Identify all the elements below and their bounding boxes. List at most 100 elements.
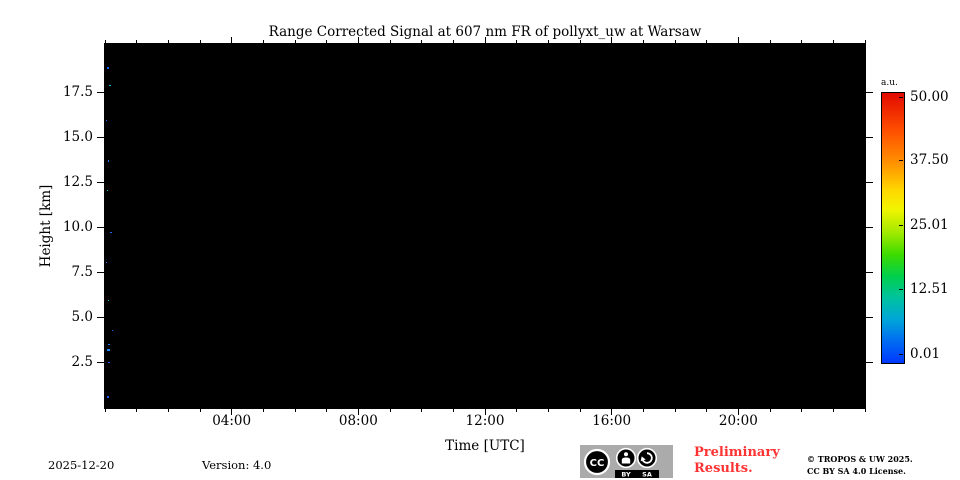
x-tick-label: 08:00: [338, 413, 378, 429]
x-tick-top: [389, 40, 391, 44]
x-tick-top: [262, 40, 264, 44]
x-tick-top: [199, 40, 201, 44]
colorbar-tick-label: 37.50: [910, 151, 949, 168]
chart-title: Range Corrected Signal at 607 nm FR of p…: [268, 24, 702, 40]
colorbar: [881, 92, 905, 364]
y-tick-label: 12.5: [62, 174, 93, 191]
x-tick-top: [357, 37, 359, 44]
x-tick: [421, 408, 423, 412]
x-tick-top: [611, 37, 613, 44]
x-tick-top: [737, 37, 739, 44]
colorbar-tick: [899, 96, 903, 98]
y-tick-right: [866, 317, 873, 319]
x-tick: [357, 408, 359, 415]
x-tick-top: [706, 40, 708, 44]
x-tick-top: [326, 40, 328, 44]
x-tick-top: [167, 40, 169, 44]
x-tick-label: 04:00: [212, 413, 252, 429]
x-tick: [136, 408, 138, 412]
x-tick: [832, 408, 834, 412]
version-label: Version: 4.0: [202, 458, 272, 472]
sa-arrow-icon: [636, 447, 658, 469]
signal-noise-pixel: [108, 344, 110, 345]
y-tick-label: 2.5: [71, 354, 93, 371]
x-tick: [579, 408, 581, 412]
svg-text:CC: CC: [590, 458, 605, 469]
x-tick-top: [136, 40, 138, 44]
signal-noise-pixel: [107, 396, 109, 398]
x-tick-top: [484, 37, 486, 44]
x-axis-label: Time [UTC]: [445, 438, 525, 454]
x-tick-top: [547, 40, 549, 44]
x-tick: [199, 408, 201, 412]
x-tick: [452, 408, 454, 412]
y-tick-label: 17.5: [62, 84, 93, 101]
x-tick: [484, 408, 486, 415]
x-tick: [389, 408, 391, 412]
x-tick: [611, 408, 613, 415]
colorbar-tick-label: 50.00: [910, 88, 949, 105]
y-tick-right: [866, 272, 873, 274]
x-tick: [864, 408, 866, 412]
x-tick-top: [452, 40, 454, 44]
x-tick: [326, 408, 328, 412]
y-tick-label: 15.0: [62, 129, 93, 146]
x-tick: [262, 408, 264, 412]
signal-noise-pixel: [109, 85, 111, 86]
y-tick-right: [866, 362, 873, 364]
x-tick-top: [674, 40, 676, 44]
x-tick: [769, 408, 771, 412]
y-tick-right: [866, 182, 873, 184]
plot-area: [104, 43, 866, 409]
x-tick: [801, 408, 803, 412]
signal-noise-pixel: [107, 67, 109, 69]
copyright-line2: CC BY SA 4.0 License.: [807, 465, 906, 476]
signal-noise-pixel: [108, 362, 110, 363]
signal-noise-pixel: [108, 300, 109, 301]
badge-text-strip: [615, 470, 659, 478]
x-tick: [516, 408, 518, 412]
colorbar-unit-label: a.u.: [881, 78, 898, 88]
by-person-icon: [615, 447, 637, 469]
y-tick: [97, 92, 104, 94]
y-tick: [97, 317, 104, 319]
x-tick-top: [769, 40, 771, 44]
signal-noise-pixel: [107, 349, 110, 351]
x-tick: [642, 408, 644, 412]
x-tick: [231, 408, 233, 415]
preliminary-results-notice: Preliminary Results.: [694, 445, 780, 476]
x-tick-top: [864, 40, 866, 44]
copyright-line1: © TROPOS & UW 2025.: [807, 454, 913, 464]
y-tick: [97, 137, 104, 139]
x-tick: [104, 408, 106, 412]
measurement-date: 2025-12-20: [48, 458, 115, 472]
y-tick-right: [866, 137, 873, 139]
y-tick: [97, 272, 104, 274]
x-tick: [547, 408, 549, 412]
x-tick-top: [801, 40, 803, 44]
signal-noise-pixel: [107, 190, 108, 191]
x-tick: [167, 408, 169, 412]
x-tick-top: [421, 40, 423, 44]
x-tick-label: 12:00: [465, 413, 505, 429]
x-tick-top: [832, 40, 834, 44]
y-tick-label: 10.0: [62, 219, 93, 236]
cc-icon: CC: [583, 448, 611, 476]
colorbar-tick: [899, 289, 903, 291]
x-tick-top: [516, 40, 518, 44]
x-tick-top: [579, 40, 581, 44]
x-tick: [674, 408, 676, 412]
x-tick: [706, 408, 708, 412]
preliminary-line2: Results.: [694, 460, 753, 476]
colorbar-tick-label: 25.01: [910, 216, 949, 233]
y-tick-right: [866, 92, 873, 94]
y-tick: [97, 227, 104, 229]
cc-by-sa-badge[interactable]: CC BY SA: [580, 445, 673, 479]
y-tick-label: 7.5: [71, 264, 93, 281]
y-tick-label: 5.0: [71, 309, 93, 326]
signal-noise-pixel: [106, 262, 107, 263]
preliminary-line1: Preliminary: [694, 445, 780, 460]
x-tick-label: 16:00: [592, 413, 632, 429]
by-label: BY: [621, 471, 631, 479]
